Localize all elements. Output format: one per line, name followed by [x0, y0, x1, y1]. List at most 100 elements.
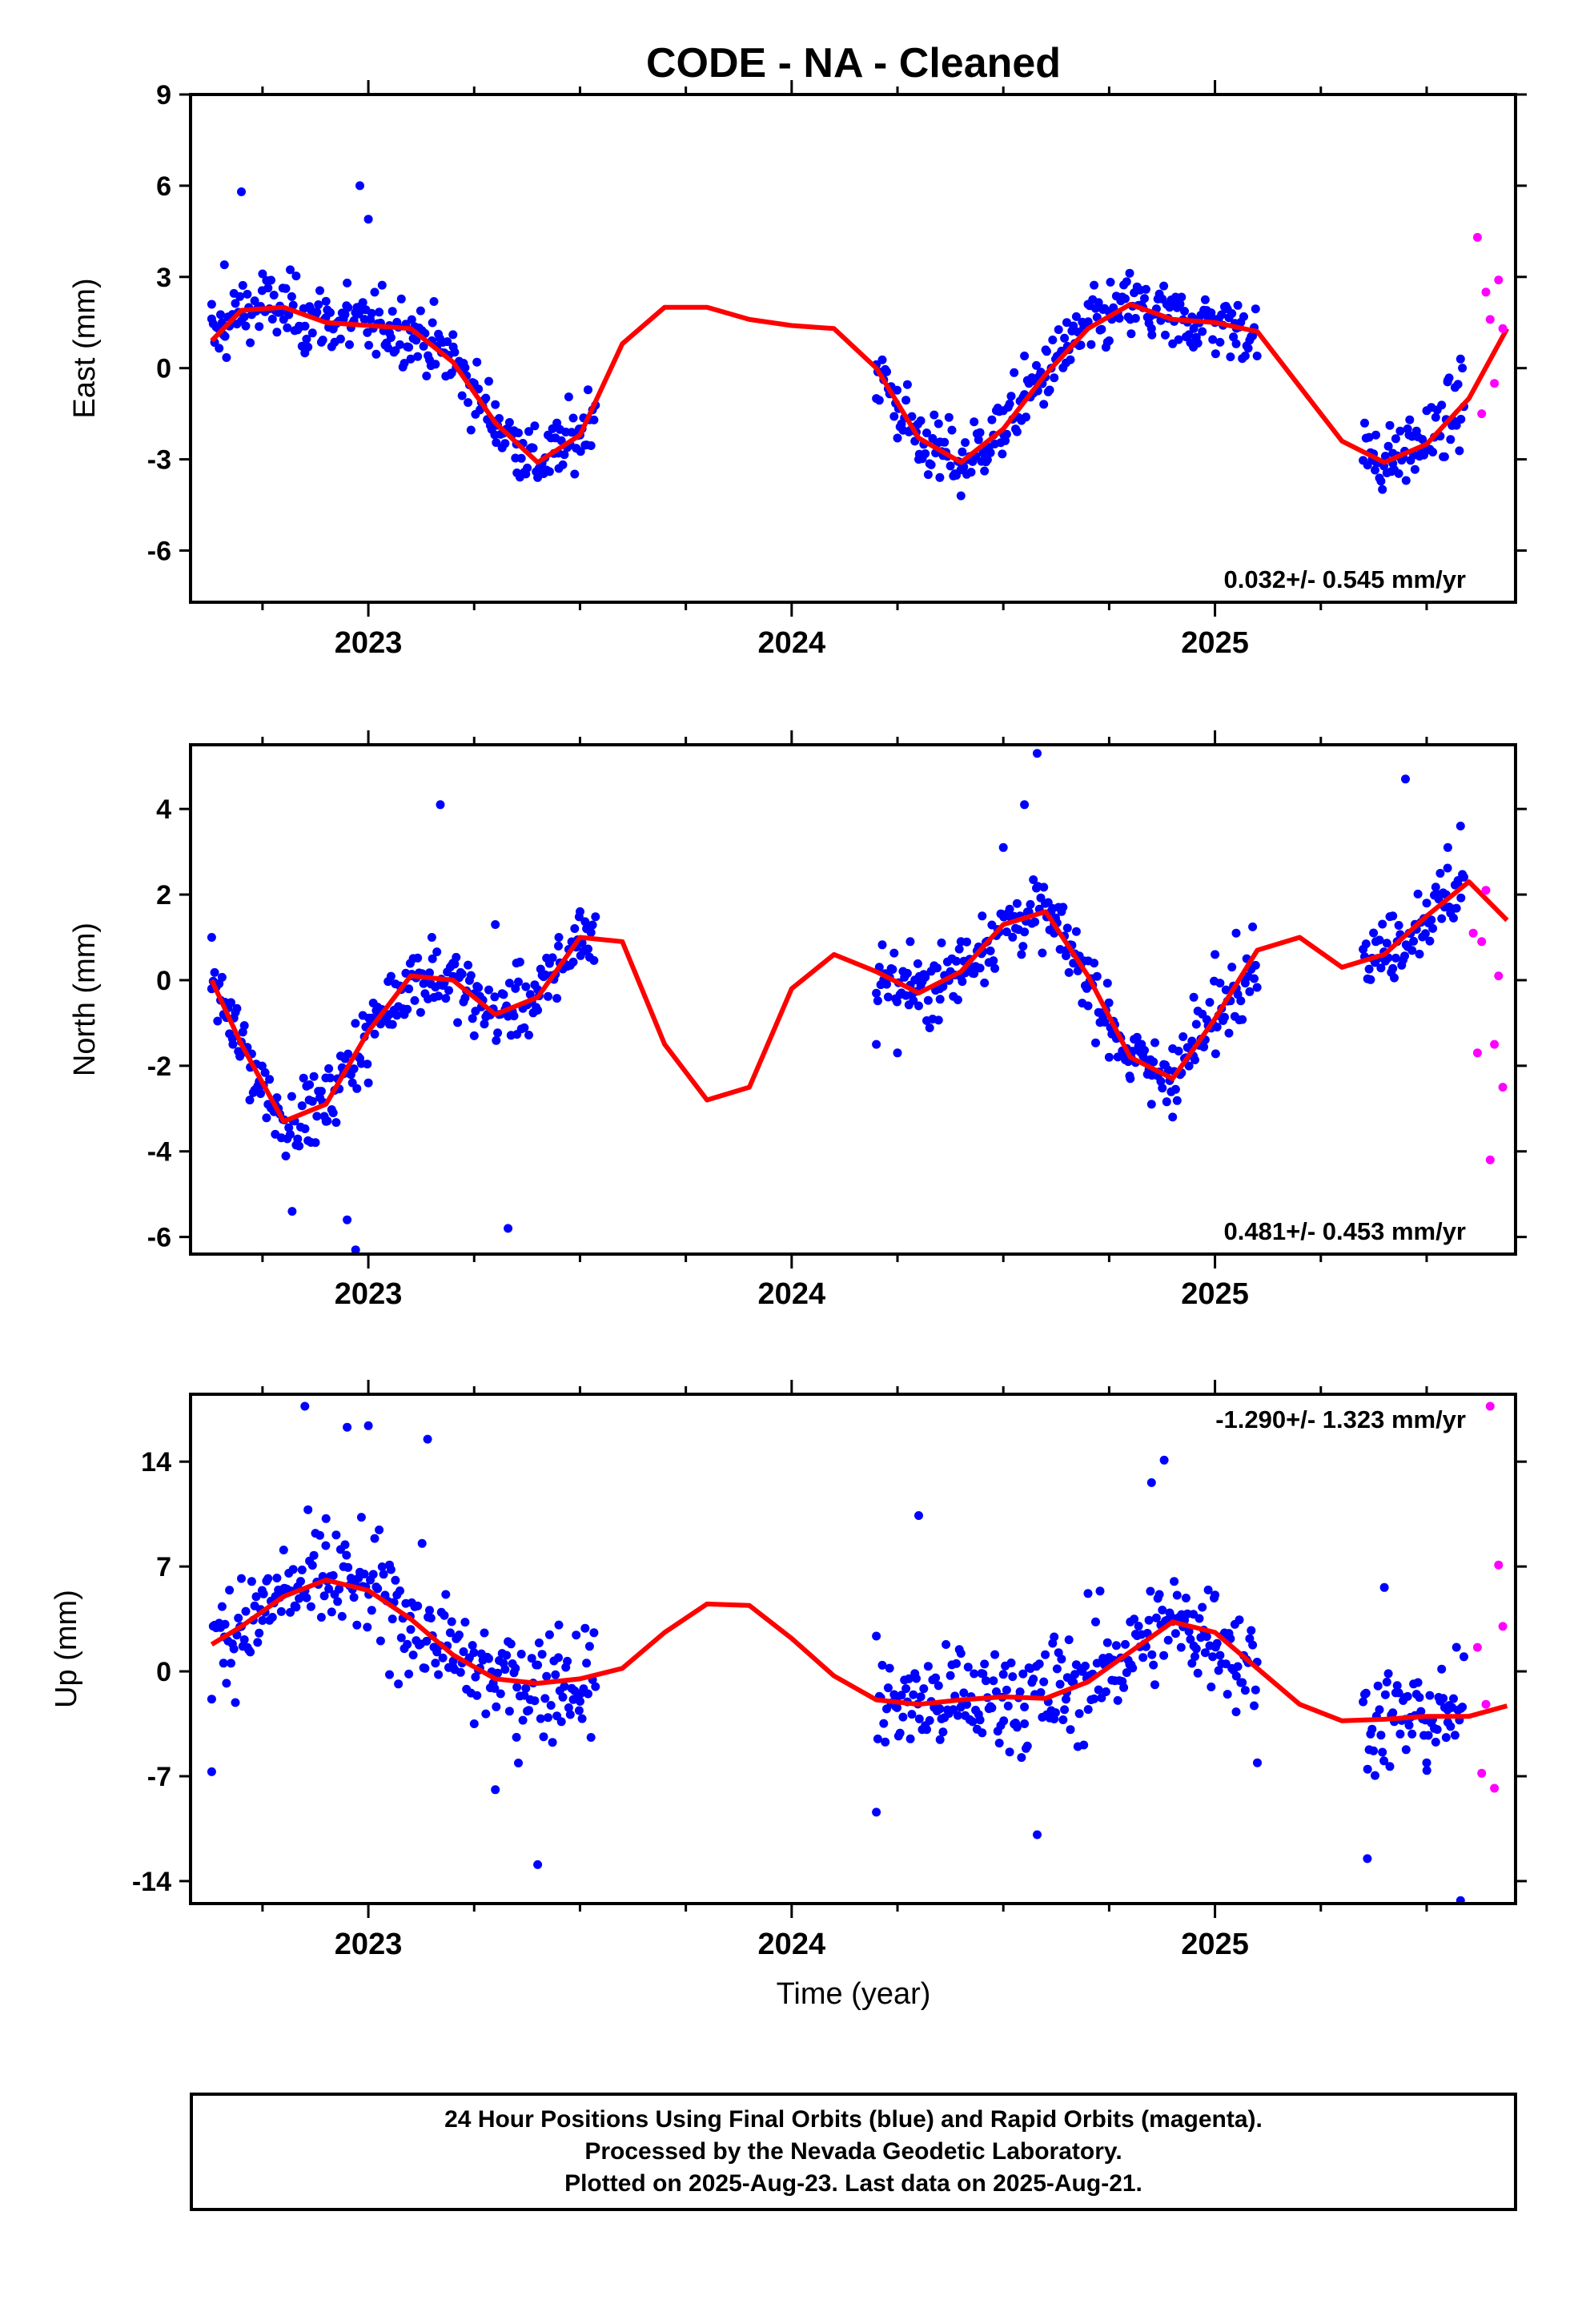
chart-title: CODE - NA - Cleaned: [646, 40, 1061, 86]
data-point-final: [1385, 1762, 1395, 1771]
data-point-final: [952, 1659, 961, 1668]
data-point-final: [1422, 1758, 1431, 1767]
data-point-final: [413, 953, 423, 963]
data-point-final: [238, 1027, 247, 1037]
data-point-final: [422, 1636, 432, 1646]
data-point-final: [1062, 1695, 1070, 1704]
data-point-final: [1121, 294, 1130, 304]
data-point-final: [1134, 1622, 1143, 1630]
data-point-final: [1078, 999, 1087, 1008]
data-point-final: [377, 280, 387, 290]
data-point-final: [222, 353, 231, 362]
data-point-final: [416, 306, 425, 316]
data-point-final: [256, 1089, 265, 1099]
data-point-rapid: [1482, 84, 1491, 93]
data-point-final: [225, 1586, 235, 1595]
data-point-final: [589, 1628, 599, 1638]
data-point-final: [259, 1589, 268, 1598]
data-point-final: [1363, 1854, 1372, 1864]
data-point-final: [364, 340, 374, 350]
data-point-final: [990, 1650, 1000, 1659]
data-point-final: [1413, 1678, 1423, 1687]
x-tick-label: 2025: [1181, 1277, 1249, 1311]
data-point-final: [1251, 1685, 1260, 1695]
data-point-final: [994, 407, 1004, 416]
data-point-final: [267, 1613, 277, 1622]
data-point-final: [1062, 951, 1070, 960]
data-point-final: [291, 271, 301, 281]
data-point-final: [946, 461, 955, 471]
data-point-final: [379, 1570, 388, 1579]
data-point-final: [1010, 368, 1019, 377]
data-point-final: [873, 1734, 882, 1743]
data-point-final: [947, 425, 957, 435]
data-point-final: [1227, 963, 1237, 972]
data-point-final: [1144, 319, 1154, 328]
data-point-final: [1138, 1653, 1148, 1663]
data-point-final: [1048, 1638, 1058, 1648]
data-point-final: [1443, 863, 1452, 873]
data-point-final: [279, 1546, 288, 1554]
data-point-final: [434, 1670, 444, 1679]
data-point-final: [1233, 1662, 1243, 1671]
data-point-final: [1119, 1683, 1129, 1692]
data-point-final: [333, 1597, 343, 1606]
data-point-final: [1159, 1651, 1169, 1660]
data-point-final: [558, 460, 568, 469]
data-point-final: [1060, 333, 1070, 343]
data-point-final: [239, 1021, 249, 1031]
data-point-final: [1198, 1602, 1207, 1612]
data-point-final: [1122, 1668, 1131, 1678]
data-point-final: [530, 421, 540, 431]
data-point-final: [1376, 1731, 1386, 1740]
data-point-final: [1231, 928, 1241, 938]
data-point-final: [396, 294, 406, 304]
data-point-final: [427, 933, 436, 942]
data-point-final: [1215, 1651, 1225, 1660]
data-point-final: [1039, 400, 1049, 409]
data-point-final: [300, 1401, 310, 1411]
data-point-final: [1379, 1756, 1389, 1766]
y-axis-label: Up (mm): [50, 1590, 83, 1708]
data-point-final: [235, 292, 245, 301]
up-panel: -14 -7 0 7 14 2023 2024 2025 Up (mm) -1.290+/- 1.…: [50, 1380, 1527, 1961]
data-point-final: [1371, 1771, 1379, 1780]
data-point-final: [1076, 340, 1086, 350]
data-point-final: [999, 1716, 1009, 1726]
data-point-final: [234, 1614, 243, 1622]
data-point-final: [1450, 1731, 1460, 1740]
data-point-final: [1435, 869, 1445, 878]
data-point-rapid: [1490, 1039, 1500, 1049]
y-tick-label: 6: [156, 171, 171, 202]
data-point-final: [544, 467, 554, 476]
data-point-final: [897, 1691, 906, 1700]
data-point-rapid: [1485, 1155, 1495, 1164]
data-point-final: [1114, 314, 1124, 323]
data-point-final: [989, 956, 998, 966]
data-point-final: [1125, 1072, 1134, 1081]
data-point-final: [460, 993, 470, 1003]
data-point-final: [367, 1606, 376, 1615]
data-point-final: [544, 1713, 552, 1723]
data-point-final: [974, 435, 983, 444]
data-point-final: [1092, 971, 1102, 981]
data-point-final: [1359, 1697, 1368, 1707]
data-point-final: [509, 1011, 519, 1021]
data-point-final: [1460, 872, 1468, 882]
data-point-final: [532, 1003, 541, 1012]
data-point-final: [944, 412, 954, 422]
data-point-final: [504, 1707, 514, 1716]
data-point-final: [1083, 317, 1093, 327]
data-point-final: [351, 1019, 360, 1028]
data-point-final: [895, 1728, 905, 1738]
data-point-final: [1212, 1638, 1222, 1648]
data-point-final: [231, 299, 240, 308]
data-point-final: [1238, 1678, 1247, 1687]
data-point-final: [480, 1019, 489, 1029]
y-tick-label: 7: [156, 1552, 171, 1582]
data-point-final: [392, 1011, 402, 1020]
data-point-final: [246, 338, 255, 348]
data-point-final: [1208, 335, 1218, 344]
data-point-final: [207, 933, 216, 942]
data-point-final: [493, 1028, 503, 1038]
